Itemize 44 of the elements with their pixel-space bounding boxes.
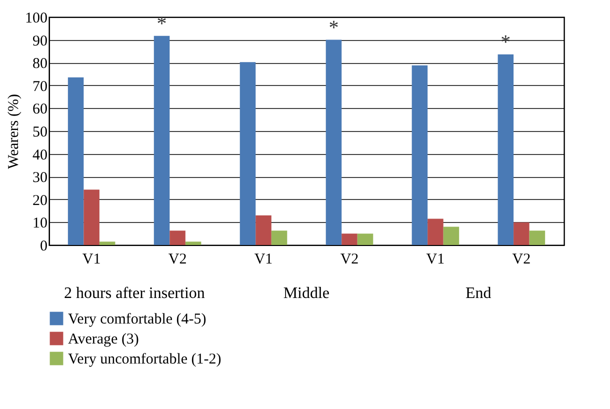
y-tick-label: 0 (40, 238, 48, 254)
bar (357, 234, 374, 245)
y-tick-label: 100 (25, 10, 48, 26)
bar (185, 242, 202, 245)
text: 2 hours after insertion (64, 285, 205, 302)
bar (326, 40, 342, 245)
bar (443, 226, 460, 245)
bar (256, 215, 272, 245)
y-tick-label: 40 (32, 147, 48, 164)
x-tick-label: V2 (512, 252, 531, 268)
data-label: * (156, 12, 167, 35)
x-tick-label: V2 (168, 252, 187, 268)
bar (428, 218, 444, 245)
y-tick-label: 10 (32, 216, 48, 232)
y-tick-label: 60 (32, 102, 48, 118)
bar (498, 54, 514, 245)
bar (84, 190, 100, 245)
bar (68, 77, 84, 245)
text: Middle (283, 285, 330, 302)
x-tick-label: V1 (254, 252, 273, 268)
x-tick-label: V1 (82, 252, 101, 268)
bar (271, 230, 288, 245)
bar (170, 230, 186, 245)
y-tick-label: 80 (32, 56, 48, 72)
text: End (465, 285, 492, 302)
y-tick-label: 90 (32, 33, 48, 50)
legend-label: Very uncomfortable (1-2) (68, 352, 222, 368)
bar (342, 234, 358, 245)
bar (412, 65, 428, 245)
y-tick-label: 20 (32, 192, 48, 209)
bar (529, 230, 546, 245)
y-axis-title: Wearers (%) (6, 94, 22, 169)
bar (240, 62, 256, 245)
bar (514, 222, 530, 245)
data-label: * (328, 16, 339, 39)
legend-label: Very comfortable (4-5) (68, 312, 206, 328)
legend-label: Average (3) (68, 332, 139, 348)
y-tick-label: 70 (32, 78, 48, 95)
y-tick-label: 50 (32, 124, 48, 140)
y-tick-label: 30 (32, 170, 48, 186)
x-tick-label: V1 (426, 252, 445, 268)
x-tick-label: V2 (340, 252, 359, 268)
bar (99, 242, 116, 245)
bar (154, 36, 170, 245)
